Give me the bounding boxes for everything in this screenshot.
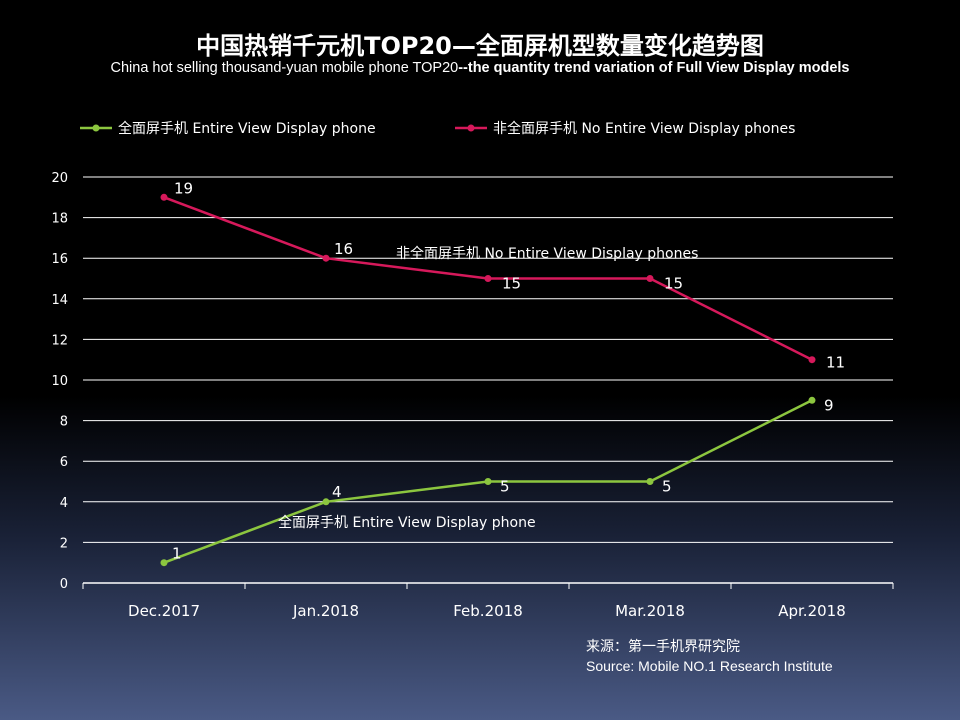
chart-subtitle: China hot selling thousand-yuan mobile p… — [0, 60, 960, 76]
source-note: 来源：第一手机界研究院 Source: Mobile NO.1 Research… — [586, 636, 833, 676]
y-tick-label: 16 — [51, 252, 68, 267]
y-tick-label: 6 — [60, 455, 68, 470]
y-tick-label: 10 — [51, 374, 68, 389]
y-tick-label: 0 — [60, 577, 68, 592]
subtitle-bold: --the quantity trend variation of Full V… — [458, 60, 850, 76]
y-tick-label: 2 — [60, 536, 68, 551]
data-point — [160, 193, 168, 201]
x-tick-label: Dec.2017 — [128, 602, 200, 620]
data-label: 5 — [662, 478, 672, 496]
chart-title: 中国热销千元机TOP20—全面屏机型数量变化趋势图 — [196, 32, 764, 60]
x-tick-label: Jan.2018 — [292, 602, 359, 620]
data-point — [160, 559, 168, 567]
data-label: 15 — [664, 275, 683, 293]
data-point — [646, 478, 654, 485]
data-point — [808, 356, 816, 364]
legend-swatch-point — [467, 124, 475, 132]
y-tick-label: 8 — [60, 415, 68, 430]
data-point — [808, 396, 816, 404]
x-tick-label: Mar.2018 — [615, 602, 685, 620]
data-point — [484, 478, 492, 485]
subtitle-plain: China hot selling thousand-yuan mobile p… — [110, 60, 459, 76]
series-inline-label: 全面屏手机 Entire View Display phone — [278, 514, 536, 531]
legend-label: 非全面屏手机 No Entire View Display phones — [493, 120, 795, 137]
series-inline-label: 非全面屏手机 No Entire View Display phones — [396, 245, 698, 262]
data-label: 4 — [332, 483, 342, 501]
data-point — [484, 275, 492, 282]
y-tick-label: 14 — [51, 293, 68, 308]
data-point — [322, 498, 330, 506]
data-label: 11 — [826, 354, 845, 372]
y-tick-label: 18 — [51, 212, 68, 227]
source-en: Source: Mobile NO.1 Research Institute — [586, 658, 833, 674]
x-tick-label: Feb.2018 — [453, 602, 523, 620]
data-point — [322, 254, 330, 262]
y-tick-label: 12 — [51, 333, 68, 348]
data-label: 16 — [334, 240, 353, 258]
data-label: 5 — [500, 478, 510, 496]
data-point — [646, 275, 654, 282]
y-tick-label: 4 — [60, 496, 68, 511]
data-label: 1 — [172, 545, 182, 563]
data-label: 19 — [174, 179, 193, 197]
legend-label: 全面屏手机 Entire View Display phone — [118, 120, 376, 137]
data-label: 9 — [824, 396, 834, 414]
x-tick-label: Apr.2018 — [778, 602, 846, 620]
data-label: 15 — [502, 275, 521, 293]
source-cn: 来源：第一手机界研究院 — [586, 638, 740, 654]
y-tick-label: 20 — [51, 171, 68, 186]
legend-swatch-point — [92, 124, 100, 132]
